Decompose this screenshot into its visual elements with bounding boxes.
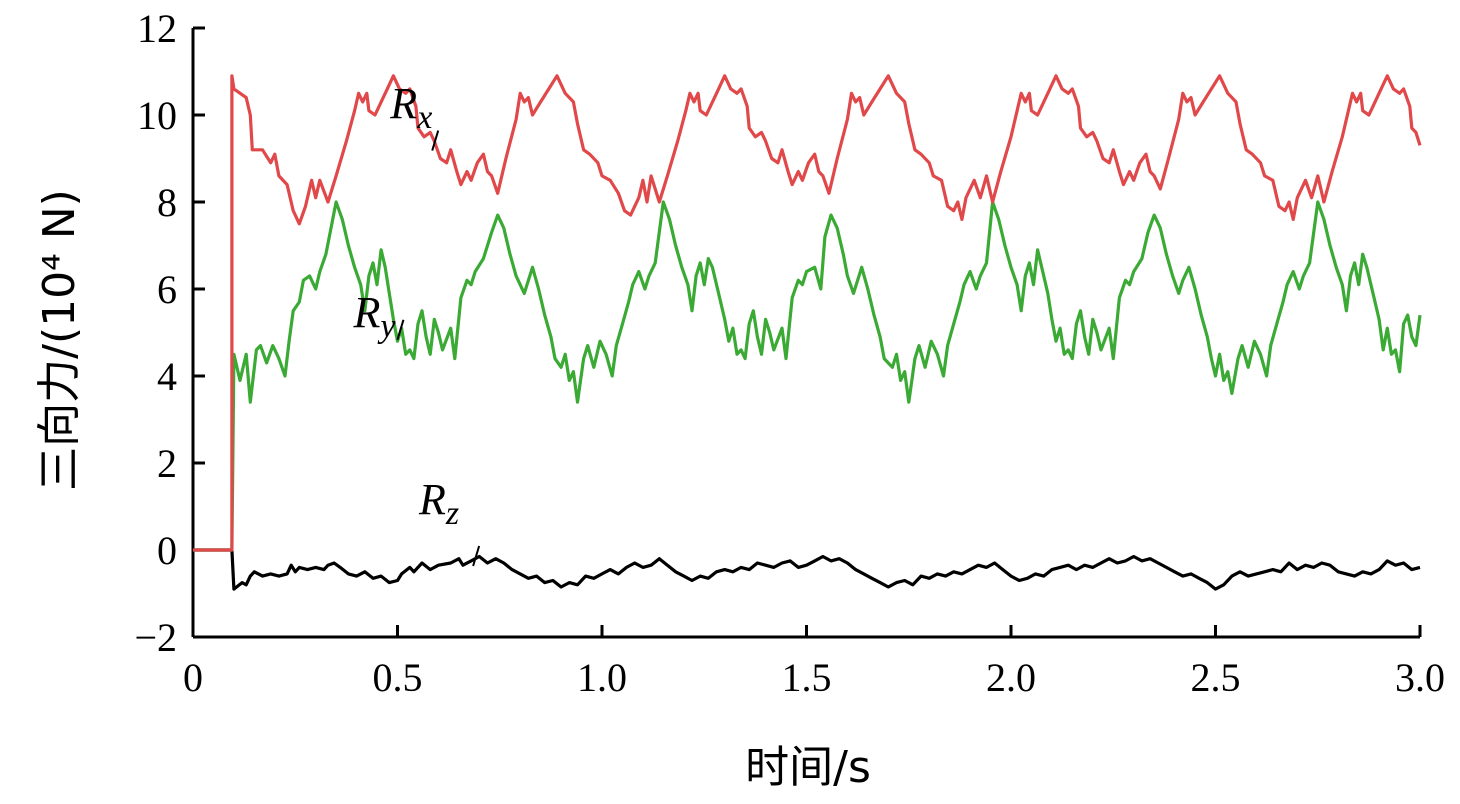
x-tick-label: 3.0: [1395, 655, 1445, 700]
x-axis-title: 时间/s: [745, 742, 871, 793]
y-tick-label: 6: [157, 267, 177, 312]
series-line-ry: [193, 200, 1422, 552]
series-label-leader-rz: [472, 545, 481, 567]
y-tick-label: 4: [157, 354, 177, 399]
y-tick-label: 10: [137, 93, 177, 138]
series-label-leader-ry: [396, 319, 405, 341]
series-line-rz: [193, 548, 1421, 591]
x-tick-label: 1.0: [577, 655, 627, 700]
y-axis: −2 0 2 4 6 8 10 12: [134, 6, 205, 660]
y-tick-label: 8: [157, 180, 177, 225]
x-tick-label: 2.5: [1191, 655, 1241, 700]
series-line-rx: [193, 74, 1422, 552]
series-label-ry: Ry: [353, 288, 397, 345]
y-axis-title: 三向力/(10⁴ N): [34, 189, 85, 491]
y-tick-label: −2: [134, 615, 177, 660]
y-tick-label: 0: [157, 528, 177, 573]
series-group: [193, 74, 1422, 591]
series-label-leader-rx: [431, 130, 440, 151]
series-label-group: Rx Ry Rz: [353, 79, 481, 567]
series-label-rx: Rx: [389, 79, 432, 136]
x-tick-label: 0: [183, 655, 203, 700]
x-tick-label: 1.5: [782, 655, 832, 700]
y-tick-label: 2: [157, 441, 177, 486]
x-tick-label: 0.5: [373, 655, 423, 700]
x-axis: 0 0.5 1.0 1.5 2.0 2.5 3.0: [183, 625, 1445, 700]
y-tick-label: 12: [137, 6, 177, 51]
series-label-rz: Rz: [418, 475, 459, 532]
x-tick-label: 2.0: [986, 655, 1036, 700]
